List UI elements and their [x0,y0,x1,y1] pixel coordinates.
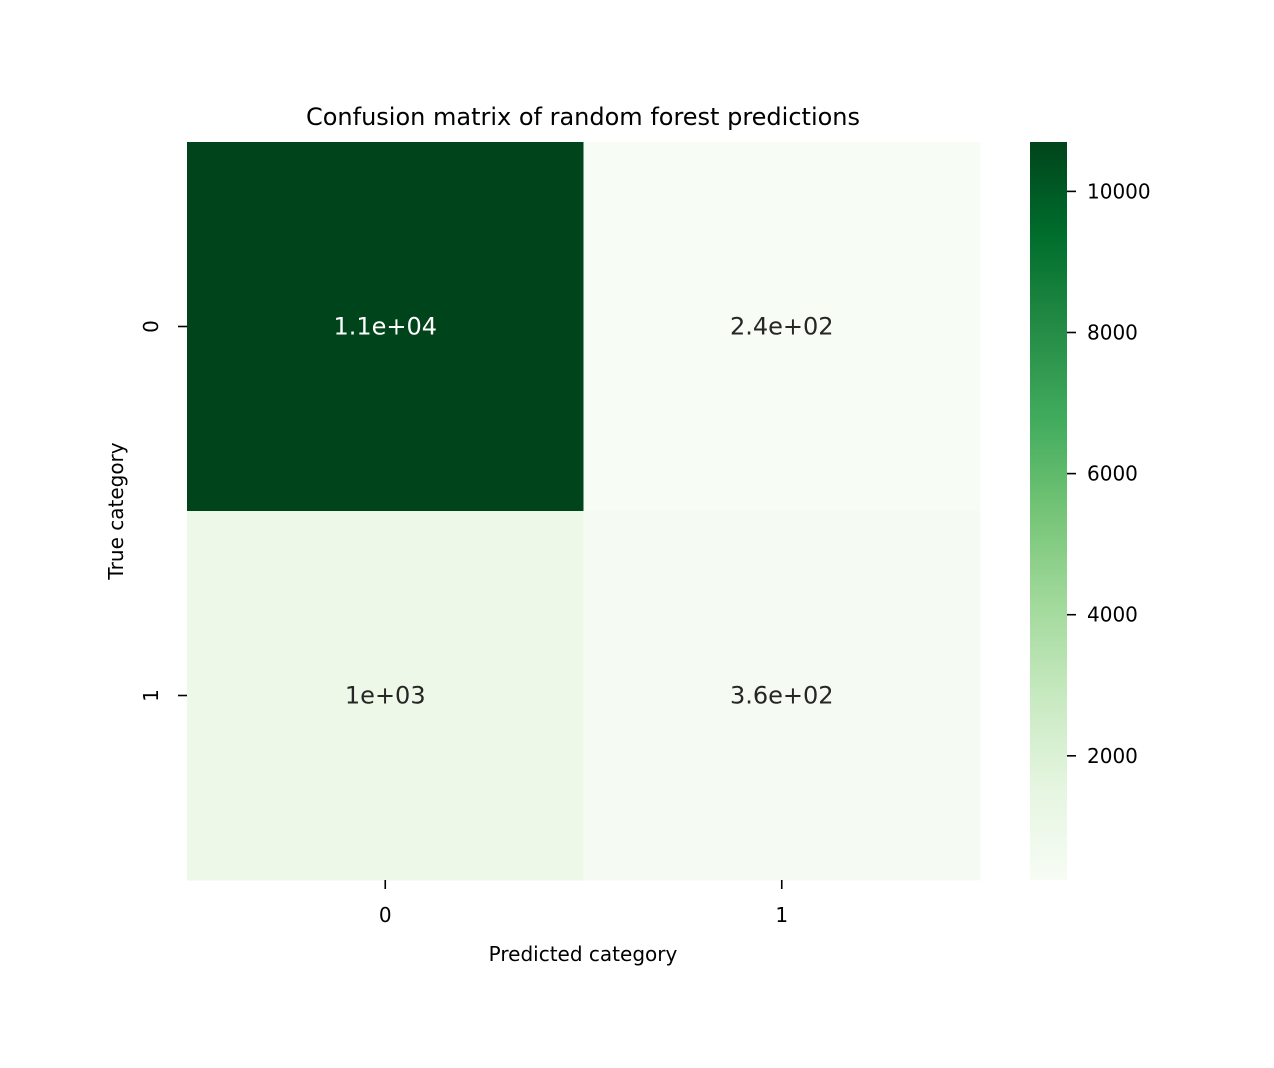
heatmap-cell-1-1 [583,511,981,881]
cell-annotation-0-1: 2.4e+02 [730,313,834,341]
y-axis-label: True category [104,442,128,580]
colorbar-tick-label: 10000 [1087,179,1151,203]
chart-title: Confusion matrix of random forest predic… [306,103,860,131]
colorbar-tick-label: 4000 [1087,603,1138,627]
y-tick-label: 1 [139,689,163,702]
heatmap-cell-0-1 [583,142,981,512]
colorbar-tick-label: 8000 [1087,320,1138,344]
x-axis-label: Predicted category [489,942,678,966]
x-tick-label: 1 [775,903,788,927]
cell-annotation-1-0: 1e+03 [345,682,426,710]
cell-annotation-1-1: 3.6e+02 [730,682,834,710]
y-tick-label: 0 [139,320,163,333]
heatmap-cell-labels: 1.1e+04 2.4e+02 1e+03 3.6e+02 [333,313,833,710]
x-tick-label: 0 [379,903,392,927]
colorbar-ticks: 2000 4000 6000 8000 10000 [1067,179,1151,768]
y-axis-ticks: 01 [139,320,187,702]
heatmap-cell-0-0 [187,142,584,512]
colorbar [1030,142,1067,880]
colorbar-tick-label: 2000 [1087,744,1138,768]
colorbar-tick-label: 6000 [1087,462,1138,486]
cell-annotation-0-0: 1.1e+04 [333,313,437,341]
heatmap-cell-1-0 [187,511,584,881]
heatmap-cells [187,142,981,881]
